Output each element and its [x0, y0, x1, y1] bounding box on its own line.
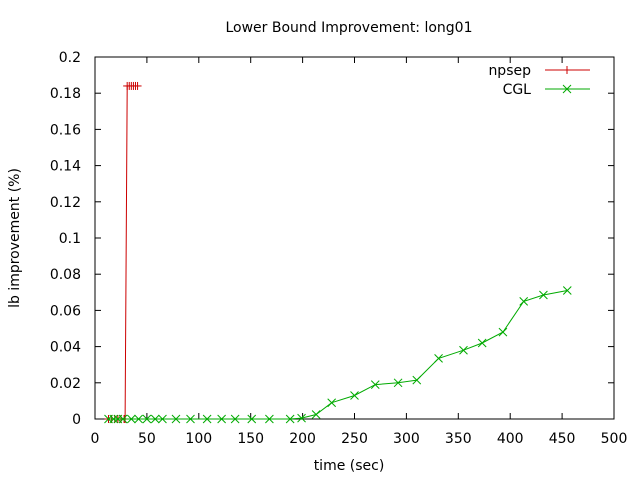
data-point-cgl — [158, 414, 167, 424]
y-tick-label: 0.16 — [50, 122, 81, 138]
data-point-cgl — [459, 345, 468, 355]
legend-label: npsep — [488, 63, 531, 79]
y-axis: 0 0.02 0.04 0.06 0.08 0.1 0.12 0.14 0.16 0.18 0.2 — [50, 50, 614, 428]
data-point-cgl — [412, 375, 422, 385]
data-point-cgl — [285, 414, 295, 424]
y-tick-label: 0.12 — [50, 195, 81, 211]
x-tick-label: 400 — [497, 431, 524, 447]
data-point-cgl — [311, 410, 321, 419]
data-point-cgl — [150, 414, 160, 424]
y-tick-label: 0.02 — [50, 376, 81, 392]
data-point-cgl — [350, 391, 359, 400]
data-point-cgl — [142, 414, 152, 424]
legend-marker — [563, 66, 571, 74]
x-axis: 0 50 100 150 200 250 300 350 400 450 500 — [91, 57, 628, 447]
data-point-cgl — [297, 413, 306, 423]
data-point-cgl — [519, 296, 529, 306]
x-axis-label: time (sec) — [314, 458, 385, 474]
data-point-cgl — [217, 414, 226, 424]
data-point-cgl — [247, 414, 257, 424]
legend-entry-cgl: CGL — [503, 82, 590, 98]
data-point-cgl — [370, 380, 380, 389]
data-point-cgl — [230, 414, 240, 424]
x-tick-label: 250 — [341, 431, 368, 447]
legend-label: CGL — [503, 82, 532, 98]
x-tick-label: 350 — [445, 431, 472, 447]
y-tick-label: 0.2 — [59, 50, 81, 66]
data-point-cgl — [393, 378, 403, 388]
y-tick-label: 0 — [72, 412, 81, 428]
data-point-cgl — [498, 327, 508, 337]
data-point-cgl — [562, 286, 572, 295]
y-axis-label: lb improvement (%) — [7, 168, 23, 308]
data-point-cgl — [134, 414, 143, 424]
x-tick-label: 300 — [393, 431, 420, 447]
y-tick-label: 0.18 — [50, 86, 81, 102]
data-point-cgl — [539, 290, 548, 300]
x-tick-label: 200 — [289, 431, 316, 447]
x-tick-label: 500 — [601, 431, 628, 447]
data-point-cgl — [202, 414, 212, 424]
legend: npsep CGL — [488, 63, 590, 98]
y-tick-label: 0.06 — [50, 303, 81, 319]
data-point-cgl — [171, 414, 181, 424]
y-tick-label: 0.08 — [50, 267, 81, 283]
data-point-cgl — [327, 398, 337, 408]
legend-entry-npsep: npsep — [488, 63, 590, 79]
y-tick-label: 0.1 — [59, 231, 81, 247]
x-tick-label: 100 — [185, 431, 212, 447]
data-point-cgl — [265, 414, 274, 424]
series-line-cgl — [108, 290, 568, 420]
data-point-cgl — [126, 414, 136, 424]
data-point-cgl — [477, 338, 487, 348]
series-line-npsep — [108, 85, 138, 420]
y-tick-label: 0.04 — [50, 340, 81, 356]
x-tick-label: 0 — [91, 431, 100, 447]
data-point-npsep — [133, 81, 142, 90]
x-tick-label: 150 — [237, 431, 264, 447]
plot-area-frame — [94, 56, 615, 420]
data-point-cgl — [186, 414, 195, 424]
data-point-cgl — [109, 414, 119, 424]
x-tick-label: 50 — [138, 431, 156, 447]
legend-marker — [562, 84, 572, 94]
x-tick-label: 450 — [549, 431, 576, 447]
chart-title: Lower Bound Improvement: long01 — [225, 20, 472, 36]
data-point-cgl — [118, 414, 128, 424]
series-layer — [104, 81, 572, 424]
y-tick-label: 0.14 — [50, 159, 81, 175]
data-point-cgl — [434, 354, 443, 363]
